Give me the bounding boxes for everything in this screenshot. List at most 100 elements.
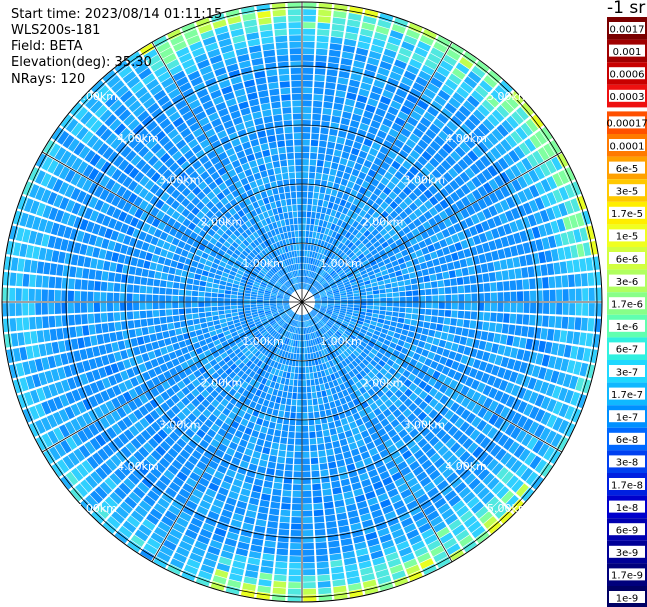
ppi-gate-cell [150,387,160,397]
ppi-gate-cell [430,77,443,89]
ppi-gate-cell [420,94,433,105]
ppi-gate-cell [398,429,408,439]
ppi-gate-cell [241,323,249,329]
ppi-gate-cell [267,271,273,278]
ppi-gate-cell [215,241,223,249]
ppi-gate-cell [84,149,96,163]
ppi-gate-cell [314,522,325,530]
ppi-gate-cell [237,298,244,302]
ppi-gate-cell [481,454,494,467]
ppi-gate-cell [503,223,513,235]
ppi-gate-cell [385,42,399,52]
ppi-gate-cell [379,124,390,134]
ppi-gate-cell [293,379,298,387]
ppi-gate-cell [407,331,415,338]
ppi-gate-cell [132,468,145,481]
ppi-gate-cell [434,331,442,339]
ppi-gate-cell [217,293,225,298]
ppi-gate-cell [130,534,145,547]
ppi-gate-cell [269,279,276,285]
ppi-gate-cell [495,143,507,156]
ppi-gate-cell [360,165,370,174]
ppi-gate-cell [281,322,287,328]
ppi-gate-cell [57,224,66,237]
ppi-gate-cell [421,443,432,454]
ppi-gate-cell [251,339,259,346]
ppi-gate-cell [343,246,350,254]
ppi-gate-cell [457,159,469,171]
ppi-gate-cell [434,203,444,213]
ppi-gate-cell [295,425,302,432]
ppi-gate-cell [83,256,92,268]
ppi-gate-cell [483,283,491,292]
ppi-gate-cell [364,280,371,285]
ppi-gate-cell [355,177,364,186]
ppi-gate-cell [388,191,398,200]
ppi-gate-cell [487,477,500,490]
ppi-gate-cell [252,395,260,403]
ppi-gate-cell [448,270,456,278]
ppi-gate-cell [180,346,189,355]
ppi-gate-cell [494,403,505,416]
ppi-gate-cell [207,510,220,521]
ppi-gate-cell [418,380,427,390]
ppi-gate-cell [302,373,306,380]
ppi-gate-cell [276,296,283,299]
ppi-gate-cell [540,264,548,276]
ppi-gate-cell [428,267,436,275]
ppi-gate-cell [445,302,452,310]
ppi-gate-cell [319,335,325,343]
ppi-gate-cell [319,310,326,314]
ppi-gate-cell [264,308,271,312]
ppi-gate-cell [390,144,401,154]
ppi-gate-cell [334,176,342,184]
ppi-gate-cell [378,249,387,257]
ppi-gate-cell [141,459,153,471]
ppi-gate-cell [238,494,249,503]
ppi-gate-cell [244,448,254,457]
ppi-gate-cell [48,315,56,328]
ppi-gate-cell [372,211,380,220]
ppi-gate-cell [377,19,392,29]
ppi-gate-cell [174,247,183,255]
ppi-gate-cell [392,287,399,293]
ppi-gate-cell [417,224,426,234]
ppi-gate-cell [76,230,85,243]
ppi-gate-cell [375,487,386,496]
ppi-gate-cell [199,499,212,510]
ppi-gate-cell [501,471,514,485]
ppi-gate-cell [401,41,415,52]
ppi-gate-cell [516,106,529,121]
ppi-gate-cell [344,98,356,107]
ppi-gate-cell [302,283,304,290]
ppi-gate-cell [268,455,277,463]
ppi-gate-cell [285,464,293,471]
ppi-gate-cell [272,287,279,292]
ppi-gate-cell [315,365,321,372]
ppi-gate-cell [315,172,322,180]
ppi-gate-cell [176,390,186,400]
ppi-gate-cell [491,462,504,476]
ppi-gate-cell [230,305,238,310]
ppi-gate-cell [328,329,334,336]
ppi-gate-cell [69,363,79,376]
ppi-gate-cell [400,466,412,477]
ppi-gate-cell [329,401,336,409]
ppi-gate-cell [205,337,213,344]
ppi-gate-cell [88,234,98,246]
ppi-gate-cell [215,269,223,276]
ppi-gate-cell [404,279,411,286]
ppi-gate-cell [144,203,154,214]
ppi-gate-cell [79,373,89,386]
ppi-gate-cell [362,204,371,213]
ppi-gate-cell [337,465,347,474]
ppi-gate-cell [302,543,314,550]
ppi-gate-cell [323,436,332,444]
ppi-gate-cell [552,173,564,187]
ppi-gate-cell [441,366,451,376]
ppi-gate-cell [9,287,16,301]
ppi-gate-cell [432,337,440,346]
ppi-gate-cell [174,349,183,357]
ppi-gate-cell [310,279,315,286]
ppi-gate-cell [334,364,341,372]
